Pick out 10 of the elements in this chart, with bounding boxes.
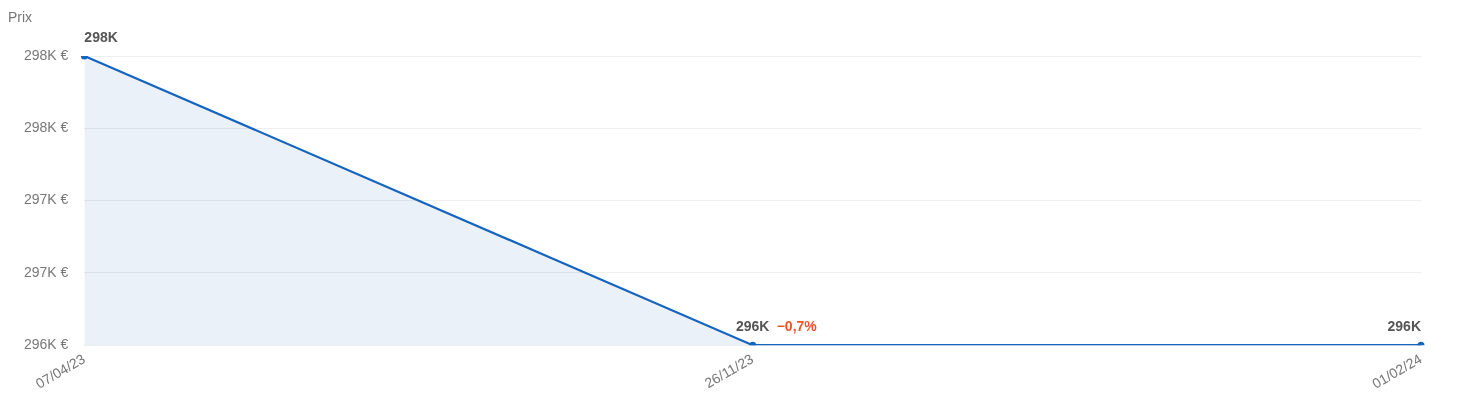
- y-tick-label: 296K €: [24, 336, 69, 353]
- data-label: 296K: [735, 318, 770, 335]
- y-tick-label: 297K €: [24, 263, 69, 280]
- data-label: 296K: [1387, 318, 1421, 335]
- annotation: −0,7%: [776, 318, 818, 335]
- y-tick-label: 297K €: [24, 191, 69, 208]
- y-tick-label: 298K €: [24, 119, 69, 136]
- y-tick-label: 298K €: [24, 46, 69, 63]
- data-label: 298K: [84, 28, 118, 45]
- y-axis-title: Prix: [8, 8, 33, 25]
